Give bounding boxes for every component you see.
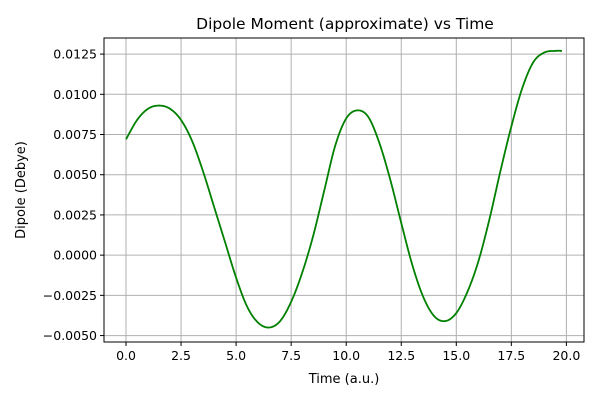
y-tick-label: 0.0075 (53, 127, 97, 142)
axis-ticks (100, 53, 567, 346)
y-tick-label: 0.0125 (53, 47, 97, 62)
y-tick-label: 0.0000 (53, 248, 97, 263)
grid-lines (104, 38, 584, 342)
chart-title: Dipole Moment (approximate) vs Time (196, 15, 494, 33)
plot-frame (103, 37, 585, 343)
dipole-series-line (125, 49, 563, 329)
y-tick-label: −0.0050 (43, 328, 97, 343)
y-tick-label: 0.0100 (53, 87, 97, 102)
x-axis-label: Time (a.u.) (308, 372, 380, 387)
x-tick-label: 7.5 (281, 348, 301, 363)
x-tick-label: 20.0 (552, 348, 580, 363)
x-tick-label: 0.0 (116, 348, 136, 363)
x-tick-label: 2.5 (171, 348, 191, 363)
x-tick-label: 5.0 (226, 348, 246, 363)
y-axis-label: Dipole (Debye) (14, 141, 29, 239)
y-tick-label: 0.0050 (53, 167, 97, 182)
y-tick-labels: −0.0050 −0.0025 0.0000 0.0025 0.0050 0.0075 0.… (43, 47, 97, 343)
x-tick-label: 15.0 (442, 348, 470, 363)
x-tick-label: 10.0 (332, 348, 360, 363)
x-tick-labels: 0.0 2.5 5.0 7.5 10.0 12.5 15.0 17.5 20.0 (116, 348, 580, 363)
y-tick-label: 0.0025 (53, 207, 97, 222)
y-tick-label: −0.0025 (43, 288, 97, 303)
x-tick-label: 12.5 (387, 348, 415, 363)
x-tick-label: 17.5 (497, 348, 525, 363)
